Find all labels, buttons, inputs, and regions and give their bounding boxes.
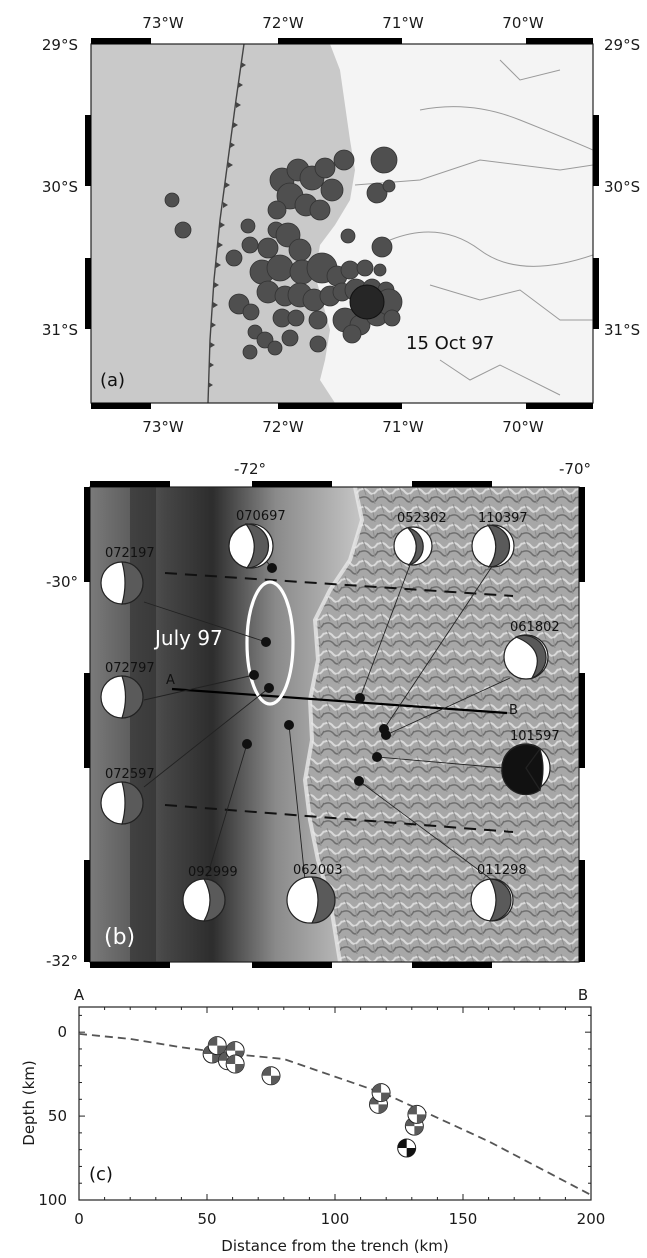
panel-c-profile-label-a: A — [74, 986, 85, 1004]
panel-c-y-tick-2: 100 — [38, 1191, 67, 1209]
svg-text:30°S: 30°S — [42, 178, 78, 196]
svg-text:30°S: 30°S — [604, 178, 640, 196]
beachball-092999 — [182, 878, 226, 922]
panel-b-lat-label-0: -30° — [46, 573, 78, 591]
slab-interface-line — [78, 1033, 592, 1196]
depth-event-2 — [207, 1036, 227, 1056]
beachball-061802 — [503, 634, 549, 680]
svg-text:72°W: 72°W — [262, 418, 304, 436]
mechanism-label-072197: 072197 — [105, 546, 155, 561]
panel-a-label: (a) — [100, 370, 125, 391]
mechanism-labels: 072197 070697 052302 110397 072797 06180… — [105, 509, 560, 880]
panel-c-x-tick-1: 50 — [197, 1210, 216, 1228]
panel-c-profile-label-b: B — [578, 986, 588, 1004]
mechanism-connectors — [143, 545, 511, 881]
mainshock-marker — [349, 284, 385, 320]
svg-text:29°S: 29°S — [42, 36, 78, 54]
mechanism-label-110397: 110397 — [478, 511, 528, 526]
mechanism-label-011298: 011298 — [477, 863, 527, 878]
depth-event-4 — [225, 1041, 245, 1061]
panel-c-events — [202, 1036, 427, 1158]
mechanism-label-101597: 101597 — [510, 729, 560, 744]
mechanism-label-052302: 052302 — [397, 511, 447, 526]
mechanism-label-072797: 072797 — [105, 661, 155, 676]
svg-text:71°W: 71°W — [382, 14, 424, 32]
panel-c-label: (c) — [89, 1164, 113, 1185]
july-97-annotation: July 97 — [153, 626, 223, 650]
profile-line-ab — [171, 687, 508, 715]
cluster-bound-south — [164, 804, 514, 833]
panel-b-lat-label-1: -32° — [46, 952, 78, 970]
depth-event-11 — [407, 1104, 427, 1124]
svg-text:70°W: 70°W — [502, 14, 544, 32]
svg-text:31°S: 31°S — [604, 321, 640, 339]
panel-b-map: 072197 070697 052302 110397 072797 06180… — [46, 460, 591, 970]
panel-b-lon-label-0: -72° — [234, 460, 266, 478]
panel-c-y-axis-label: Depth (km) — [20, 1060, 38, 1145]
panel-c-depth-section: A B 0 50 100 150 200 0 50 100 Distance f… — [20, 986, 605, 1255]
cluster-bound-north — [164, 572, 514, 597]
depth-event-5 — [225, 1054, 245, 1074]
panel-c-x-axis-label: Distance from the trench (km) — [221, 1237, 448, 1255]
beachball-062003 — [286, 876, 336, 924]
svg-text:70°W: 70°W — [502, 418, 544, 436]
panel-a-lat-labels-right: 29°S 30°S 31°S — [604, 36, 640, 339]
svg-text:73°W: 73°W — [142, 418, 184, 436]
panel-a-lon-labels-top: 73°W 72°W 71°W 70°W — [142, 14, 544, 32]
beachball-110397 — [471, 524, 515, 568]
depth-event-9 — [397, 1138, 417, 1158]
svg-text:29°S: 29°S — [604, 36, 640, 54]
panel-c-x-tick-3: 150 — [449, 1210, 478, 1228]
svg-text:71°W: 71°W — [382, 418, 424, 436]
beachball-072597 — [100, 781, 144, 825]
mechanism-label-062003: 062003 — [293, 863, 343, 878]
svg-text:73°W: 73°W — [142, 14, 184, 32]
beachball-052302 — [393, 526, 433, 567]
panel-b-frame-ticks — [84, 481, 585, 968]
depth-event-6 — [261, 1066, 281, 1086]
panel-b-land-relief — [305, 487, 579, 962]
beachball-011298 — [470, 878, 514, 922]
panel-b-label: (b) — [104, 925, 135, 950]
panel-c-x-tick-2: 100 — [321, 1210, 350, 1228]
panel-c-x-tick-0: 0 — [74, 1210, 84, 1228]
profile-label-a: A — [166, 673, 175, 688]
svg-text:31°S: 31°S — [42, 321, 78, 339]
panel-c-x-tick-4: 200 — [577, 1210, 606, 1228]
profile-label-b: B — [509, 703, 518, 718]
focal-mechanisms — [100, 523, 551, 924]
panel-c-ticks — [78, 1007, 592, 1201]
panel-b-lon-label-1: -70° — [559, 460, 591, 478]
panel-c-y-tick-1: 50 — [48, 1107, 67, 1125]
panel-c-plot-area — [78, 1006, 592, 1201]
beachball-101597 — [501, 743, 551, 796]
july-97-cluster-ellipse — [245, 580, 295, 706]
panel-c-y-tick-0: 0 — [57, 1023, 67, 1041]
trench-line — [207, 44, 245, 403]
seismicity-events — [164, 146, 403, 360]
trench-teeth — [208, 62, 246, 388]
panel-a-lat-labels-left: 29°S 30°S 31°S — [42, 36, 78, 339]
mainshock-annotation: 15 Oct 97 — [406, 333, 494, 354]
mechanism-label-072597: 072597 — [105, 767, 155, 782]
beachball-072197 — [100, 561, 144, 605]
mechanism-label-061802: 061802 — [510, 620, 560, 635]
beachball-072797 — [100, 675, 144, 719]
mechanism-label-070697: 070697 — [236, 509, 286, 524]
depth-event-8 — [371, 1083, 391, 1103]
panel-a-map: (a) 15 Oct 97 73°W 72°W 71°W 70°W 73°W 7… — [42, 14, 640, 436]
svg-text:72°W: 72°W — [262, 14, 304, 32]
beachball-070697 — [228, 523, 274, 569]
panel-a-rivers — [354, 59, 593, 396]
epicenters — [242, 563, 391, 786]
panel-a-frame-ticks — [85, 38, 599, 409]
panel-a-lon-labels-bottom: 73°W 72°W 71°W 70°W — [142, 418, 544, 436]
mechanism-label-092999: 092999 — [188, 865, 238, 880]
